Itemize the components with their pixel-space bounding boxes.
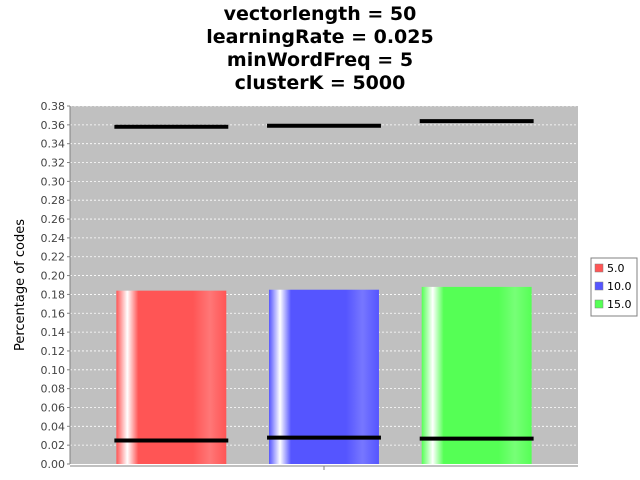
y-tick-label: 0.30 — [41, 175, 66, 188]
bar — [421, 286, 532, 464]
legend-swatch — [594, 263, 604, 273]
title-line: clusterK = 5000 — [235, 72, 406, 94]
y-tick-label: 0.34 — [41, 138, 66, 151]
y-tick-label: 0.28 — [41, 194, 66, 207]
y-tick-label: 0.20 — [41, 270, 66, 283]
chart-title: vectorlength = 50 learningRate = 0.025 m… — [206, 3, 433, 94]
y-tick-label: 0.32 — [41, 157, 66, 170]
y-tick-label: 0.12 — [41, 345, 66, 358]
legend-label: 10.0 — [607, 280, 632, 293]
y-tick-label: 0.00 — [41, 458, 66, 471]
y-tick-label: 0.24 — [41, 232, 66, 245]
title-line: learningRate = 0.025 — [206, 26, 433, 48]
y-tick-label: 0.38 — [41, 100, 66, 113]
y-tick-label: 0.18 — [41, 288, 66, 301]
y-tick-label: 0.02 — [41, 439, 66, 452]
y-tick-label: 0.10 — [41, 364, 66, 377]
legend: 5.0 10.0 15.0 — [590, 257, 638, 317]
y-tick-label: 0.04 — [41, 420, 66, 433]
y-tick-label: 0.36 — [41, 119, 66, 132]
title-line: vectorlength = 50 — [224, 3, 417, 25]
y-tick-label: 0.16 — [41, 307, 66, 320]
title-line: minWordFreq = 5 — [227, 49, 413, 71]
y-tick-label: 0.26 — [41, 213, 66, 226]
bars — [114, 119, 534, 464]
y-axis-label: Percentage of codes — [13, 219, 28, 351]
bar — [269, 289, 379, 464]
y-tick-label: 0.22 — [41, 251, 66, 264]
axes — [69, 106, 578, 470]
bar — [116, 290, 227, 464]
legend-swatch — [594, 281, 604, 291]
y-axis-ticks: 0.00 0.02 0.04 0.06 0.08 0.10 0.12 0.14 0.16 0.18… — [41, 100, 70, 471]
legend-swatch — [594, 299, 604, 309]
y-tick-label: 0.14 — [41, 326, 66, 339]
y-tick-label: 0.06 — [41, 401, 66, 414]
legend-label: 15.0 — [607, 298, 632, 311]
y-tick-label: 0.08 — [41, 383, 66, 396]
legend-label: 5.0 — [607, 262, 625, 275]
